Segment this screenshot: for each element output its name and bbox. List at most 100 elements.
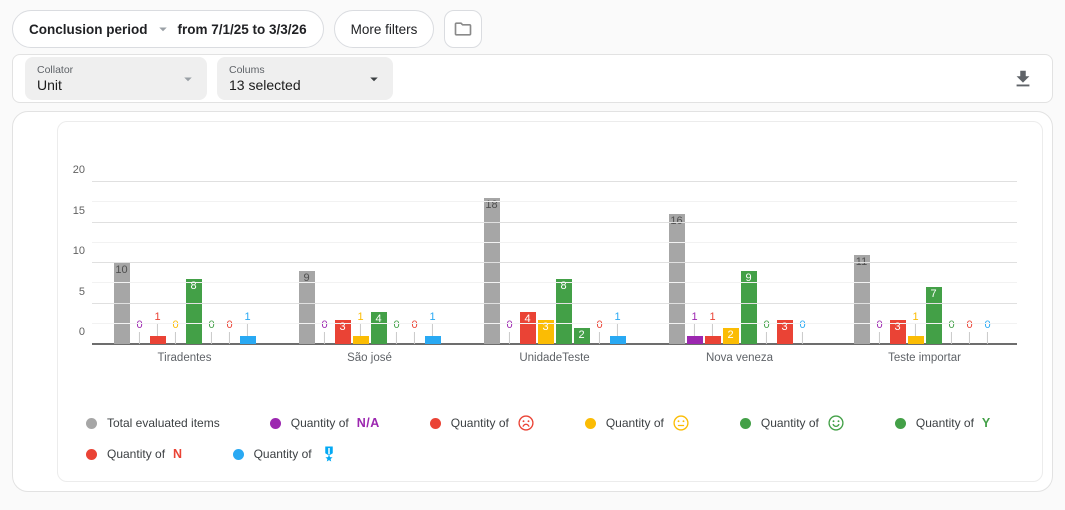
- bar-quantity-of-sad[interactable]: 1: [149, 311, 166, 344]
- bar-value-label: 0: [763, 319, 770, 331]
- bar-value-label: 0: [321, 319, 328, 331]
- bar-quantity-of-medal[interactable]: 1: [609, 311, 626, 344]
- download-icon: [1016, 70, 1030, 86]
- bar-total-evaluated-items[interactable]: 11: [853, 254, 870, 344]
- period-filter-button[interactable]: Conclusion period from 7/1/25 to 3/3/26: [12, 10, 324, 48]
- annotation-stem: [157, 323, 158, 336]
- bar-total-evaluated-items[interactable]: 10: [113, 263, 130, 344]
- period-filter-label: Conclusion period: [29, 21, 148, 37]
- bar-value-label: 0: [966, 319, 973, 331]
- columns-label: Colums: [229, 64, 265, 76]
- bar-quantity-of-happy[interactable]: 7: [925, 287, 942, 344]
- y-axis-tick-label: 20: [72, 164, 85, 176]
- bar-annotation: 1: [357, 311, 364, 336]
- bar-value-label: 11: [855, 255, 868, 268]
- columns-select[interactable]: Colums 13 selected: [217, 57, 393, 100]
- bar-quantity-of-n[interactable]: 3: [776, 319, 793, 344]
- x-axis-label: Teste importar: [888, 352, 961, 364]
- bar-value-label: 1: [154, 310, 161, 323]
- legend-color-dot: [232, 448, 244, 460]
- bar-groups: 10 0 1 0 8 0 0 1 9 0 3 1 4 0 0 1 18 0 4 3 8 2 0 1 16 1 1 2 9 0 3 0 11 0 3 1…: [92, 182, 1017, 344]
- bar-quantity-of-medal[interactable]: 1: [239, 311, 256, 344]
- legend-item-quantity-of-happy: Quantity of: [739, 414, 845, 432]
- legend-color-dot: [429, 417, 441, 429]
- bar-quantity-of-neutral[interactable]: 1: [352, 311, 369, 344]
- legend-item-quantity-of-n-a: Quantity of N/A: [269, 416, 380, 430]
- bar-value-label: 0: [172, 319, 179, 331]
- legend-label: Quantity of: [107, 447, 166, 461]
- bar-quantity-of-neutral[interactable]: 1: [907, 311, 924, 344]
- bar-annotation: 1: [614, 311, 621, 336]
- chevron-down-icon: [158, 27, 167, 32]
- bar-quantity-of-happy[interactable]: 8: [185, 279, 202, 344]
- neutral-face-icon: [672, 414, 690, 432]
- annotation-stem: [599, 332, 600, 344]
- legend-label: Quantity of: [915, 416, 974, 430]
- bar-value-label: 3: [339, 320, 346, 333]
- bar-value-label: 0: [984, 319, 991, 331]
- bar-quantity-of-happy[interactable]: 9: [740, 271, 757, 344]
- bar-quantity-of-neutral[interactable]: 3: [537, 319, 554, 344]
- bar-annotation: 0: [876, 319, 883, 344]
- y-axis-tick-label: 15: [72, 204, 85, 217]
- download-button[interactable]: [1008, 64, 1038, 94]
- x-axis-line: [92, 343, 1017, 345]
- annotation-stem: [969, 332, 970, 344]
- legend-color-dot: [739, 417, 751, 429]
- bar-quantity-of-neutral[interactable]: 2: [722, 327, 739, 344]
- bar-annotation: 0: [799, 319, 806, 344]
- bar-value-label: 0: [226, 319, 233, 331]
- annotation-stem: [360, 323, 361, 336]
- bar-value-label: 9: [745, 272, 752, 285]
- more-filters-button[interactable]: More filters: [333, 10, 435, 48]
- bar-quantity-of-happy[interactable]: 8: [555, 279, 572, 344]
- bar-annotation: 0: [506, 319, 513, 344]
- bar-quantity-of-medal[interactable]: 1: [424, 311, 441, 344]
- annotation-stem: [247, 323, 248, 336]
- bar-total-evaluated-items[interactable]: 16: [668, 214, 685, 344]
- bar-annotation: 1: [244, 311, 251, 336]
- legend-label: Total evaluated items: [107, 416, 220, 430]
- gridline-major: [92, 181, 1017, 182]
- legend-item-quantity-of-sad: Quantity of: [429, 414, 535, 432]
- bar-quantity-of-happy[interactable]: 4: [370, 311, 387, 344]
- x-axis-label: São josé: [347, 352, 392, 364]
- bar-group-teste-importar: 11 0 3 1 7 0 0 0: [832, 182, 1017, 344]
- bar-value-label: 0: [393, 319, 400, 331]
- bar-quantity-of-sad[interactable]: 1: [704, 311, 721, 344]
- bar-quantity-of-sad[interactable]: 4: [519, 311, 536, 344]
- columns-value: 13 selected: [229, 77, 301, 93]
- legend-item-quantity-of-y: Quantity of Y: [894, 416, 991, 430]
- bar-value-label: 1: [691, 310, 698, 323]
- collator-value: Unit: [37, 77, 62, 93]
- y-axis-tick-label: 10: [72, 245, 85, 257]
- collator-select[interactable]: Collator Unit: [25, 57, 207, 100]
- bar-value-label: 2: [727, 328, 734, 341]
- letter-n-text: N: [173, 447, 183, 461]
- chart-card: 10 0 1 0 8 0 0 1 9 0 3 1 4 0 0 1 18 0 4 3 8 2 0 1 16 1 1 2 9 0 3 0 11 0 3 1…: [12, 111, 1053, 492]
- bar-quantity-of-sad[interactable]: 3: [889, 319, 906, 344]
- annotation-stem: [712, 323, 713, 336]
- bar-quantity-of-y[interactable]: 2: [573, 327, 590, 344]
- legend-label: Quantity of: [760, 416, 819, 430]
- letter-y-text: Y: [981, 416, 991, 430]
- annotation-stem: [229, 332, 230, 344]
- medal-icon: [320, 445, 338, 463]
- gridline-minor: [92, 282, 1017, 284]
- bar-value-label: 8: [190, 280, 197, 293]
- bar-value-label: 9: [303, 272, 310, 285]
- gridline-minor: [92, 201, 1017, 203]
- happy-face-icon: [827, 414, 845, 432]
- bar-value-label: 3: [542, 320, 549, 333]
- bar-total-evaluated-items[interactable]: 9: [298, 271, 315, 344]
- bar-quantity-of-sad[interactable]: 3: [334, 319, 351, 344]
- bar-annotation: 0: [411, 319, 418, 344]
- bar-quantity-of-n-a[interactable]: 1: [686, 311, 703, 344]
- bar-annotation: 0: [321, 319, 328, 344]
- annotation-stem: [802, 332, 803, 344]
- bar-value-label: 1: [429, 310, 436, 323]
- legend-label: Quantity of: [290, 416, 349, 430]
- bar-annotation: 0: [136, 319, 143, 344]
- bar-value-label: 0: [506, 319, 513, 331]
- folder-button[interactable]: [444, 10, 483, 48]
